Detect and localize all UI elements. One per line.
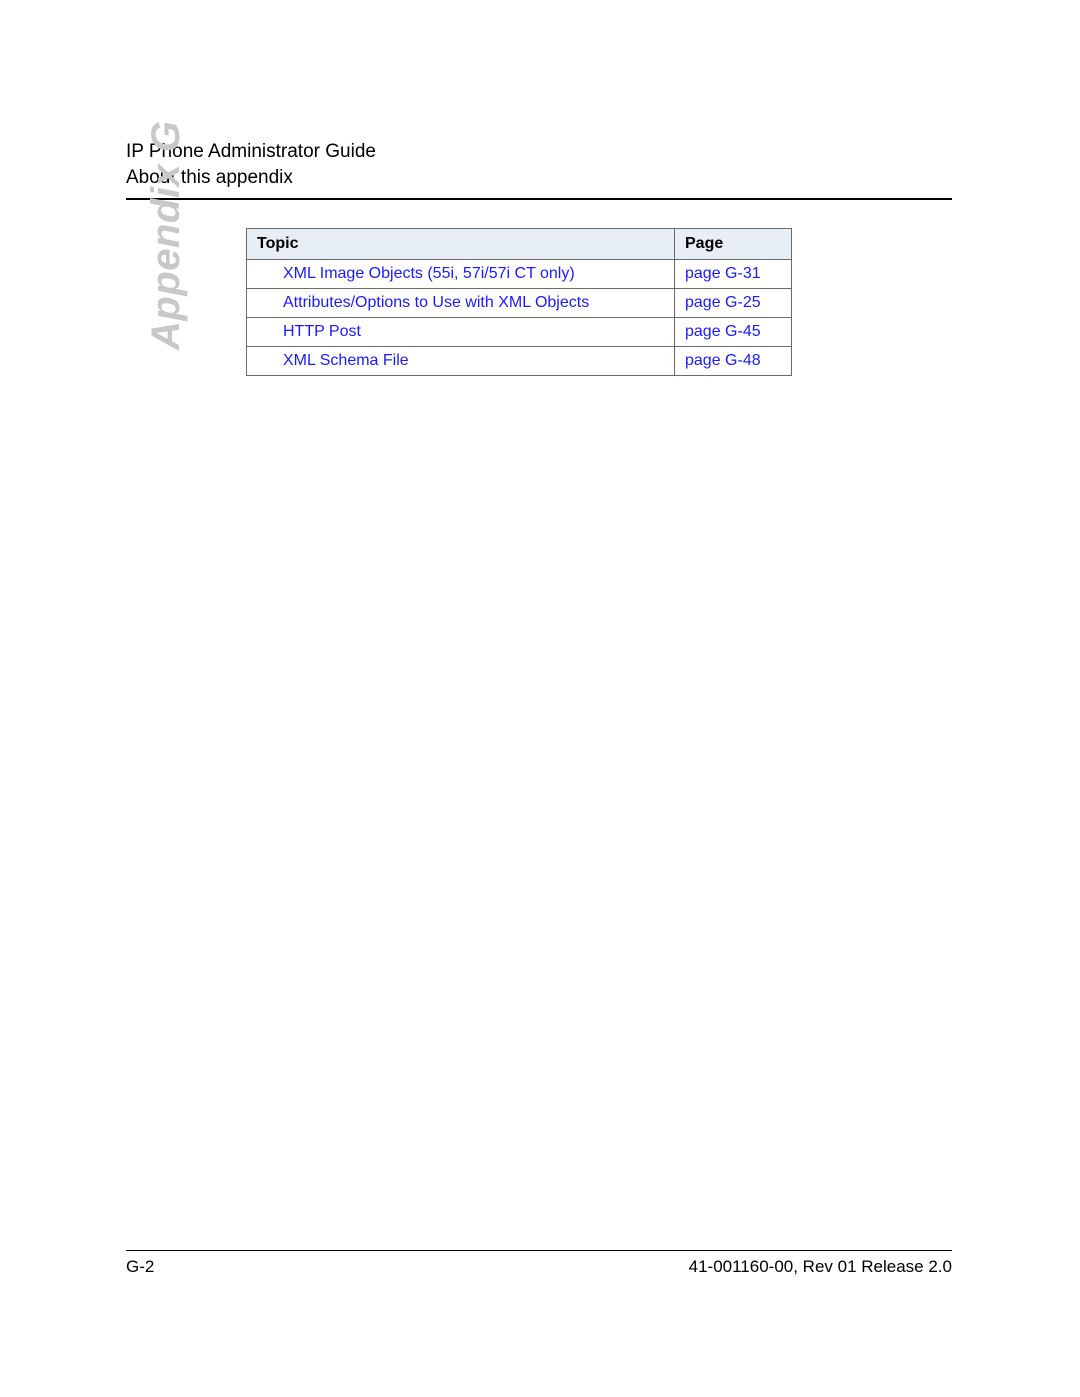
footer-doc-id: 41-001160-00, Rev 01 Release 2.0 (689, 1257, 952, 1277)
toc-header-row: Topic Page (247, 229, 792, 260)
toc-col-page: Page (675, 229, 792, 260)
footer-page-number: G-2 (126, 1257, 154, 1277)
toc-page-link[interactable]: page G-25 (685, 294, 761, 311)
toc-page-link[interactable]: page G-48 (685, 352, 761, 369)
footer-divider (126, 1250, 952, 1251)
page-header: IP Phone Administrator Guide About this … (126, 140, 952, 200)
toc-topic-link[interactable]: XML Image Objects (55i, 57i/57i CT only) (283, 265, 575, 282)
header-subtitle: About this appendix (126, 166, 952, 190)
toc-topic-link[interactable]: XML Schema File (283, 352, 409, 369)
table-row: HTTP Post page G-45 (247, 318, 792, 347)
toc-page-link[interactable]: page G-45 (685, 323, 761, 340)
page-footer: G-2 41-001160-00, Rev 01 Release 2.0 (126, 1257, 952, 1277)
header-divider (126, 198, 952, 200)
toc-col-topic: Topic (247, 229, 675, 260)
toc-topic-link[interactable]: Attributes/Options to Use with XML Objec… (283, 294, 589, 311)
appendix-side-label: Appendix G (144, 121, 189, 350)
table-row: Attributes/Options to Use with XML Objec… (247, 289, 792, 318)
table-row: XML Image Objects (55i, 57i/57i CT only)… (247, 260, 792, 289)
toc-page-link[interactable]: page G-31 (685, 265, 761, 282)
table-row: XML Schema File page G-48 (247, 347, 792, 376)
toc-table: Topic Page XML Image Objects (55i, 57i/5… (246, 228, 792, 376)
toc-topic-link[interactable]: HTTP Post (283, 323, 361, 340)
header-title: IP Phone Administrator Guide (126, 140, 952, 164)
document-page: IP Phone Administrator Guide About this … (0, 0, 1080, 1397)
